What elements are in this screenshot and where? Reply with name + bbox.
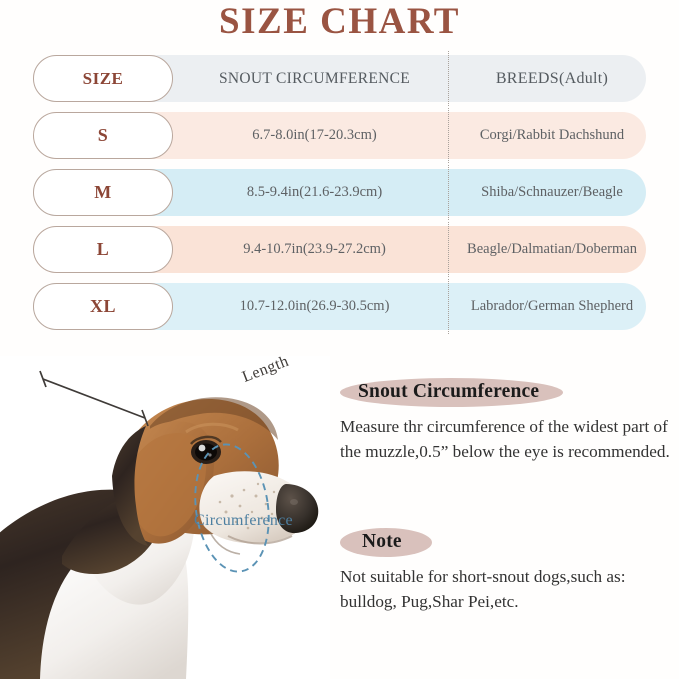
breeds-value: Labrador/German Shepherd (470, 298, 634, 314)
note-heading-text: Note (362, 531, 402, 552)
table-row: XL 10.7-12.0in(26.9-30.5cm) Labrador/Ger… (33, 279, 646, 334)
table-header-row: SIZE SNOUT CIRCUMFERENCE BREEDS(Adult) (33, 51, 646, 106)
table-row: M 8.5-9.4in(21.6-23.9cm) Shiba/Schnauzer… (33, 165, 646, 220)
header-label-snout: SNOUT CIRCUMFERENCE (218, 70, 410, 87)
circumference-annotation-label: Circumference (194, 512, 293, 529)
breeds-value: Corgi/Rabbit Dachshund (479, 127, 625, 143)
circumference-ellipse-icon (194, 443, 270, 573)
snout-circumference-section: Snout Circumference Measure thr circumfe… (340, 378, 670, 464)
column-divider (448, 222, 449, 277)
size-label: L (96, 239, 110, 259)
header-cell-snout: SNOUT CIRCUMFERENCE (181, 55, 448, 102)
table-row: L 9.4-10.7in(23.9-27.2cm) Beagle/Dalmati… (33, 222, 646, 277)
column-divider (448, 108, 449, 163)
size-label: XL (89, 296, 116, 316)
cell-size: XL (33, 283, 173, 330)
snout-value: 9.4-10.7in(23.9-27.2cm) (243, 241, 386, 257)
column-divider (448, 165, 449, 220)
header-label-size: SIZE (82, 68, 124, 88)
cell-snout: 6.7-8.0in(17-20.3cm) (181, 112, 448, 159)
cell-breeds: Shiba/Schnauzer/Beagle (458, 169, 646, 216)
snout-heading-text: Snout Circumference (358, 381, 540, 402)
page-title: SIZE CHART (219, 1, 460, 42)
size-label: M (94, 182, 112, 202)
snout-value: 8.5-9.4in(21.6-23.9cm) (246, 184, 383, 200)
cell-snout: 10.7-12.0in(26.9-30.5cm) (181, 283, 448, 330)
beagle-photo (0, 356, 330, 679)
cell-breeds: Beagle/Dalmatian/Doberman (458, 226, 646, 273)
breeds-value: Shiba/Schnauzer/Beagle (481, 184, 623, 200)
cell-size: L (33, 226, 173, 273)
cell-breeds: Corgi/Rabbit Dachshund (458, 112, 646, 159)
header-cell-breeds: BREEDS(Adult) (458, 55, 646, 102)
cell-snout: 8.5-9.4in(21.6-23.9cm) (181, 169, 448, 216)
size-chart-table: SIZE SNOUT CIRCUMFERENCE BREEDS(Adult) S… (33, 51, 646, 340)
snout-heading-pill: Snout Circumference (340, 378, 564, 407)
snout-value: 10.7-12.0in(26.9-30.5cm) (239, 298, 390, 314)
column-divider (448, 279, 449, 334)
cell-breeds: Labrador/German Shepherd (458, 283, 646, 330)
length-dimension-line-icon (39, 370, 149, 427)
snout-description-text: Measure thr circumference of the widest … (340, 417, 670, 461)
cell-size: M (33, 169, 173, 216)
size-label: S (97, 125, 109, 145)
header-label-breeds: BREEDS(Adult) (495, 70, 609, 87)
note-section: Note Not suitable for short-snout dogs,s… (340, 528, 670, 614)
dog-measurement-illustration: Length Circumference (0, 356, 330, 679)
snout-value: 6.7-8.0in(17-20.3cm) (252, 127, 377, 143)
note-description-text: Not suitable for short-snout dogs,such a… (340, 567, 626, 611)
cell-snout: 9.4-10.7in(23.9-27.2cm) (181, 226, 448, 273)
cell-size: S (33, 112, 173, 159)
header-cell-size: SIZE (33, 55, 173, 102)
breeds-value: Beagle/Dalmatian/Doberman (467, 241, 637, 257)
note-heading-pill: Note (340, 528, 432, 557)
table-row: S 6.7-8.0in(17-20.3cm) Corgi/Rabbit Dach… (33, 108, 646, 163)
column-divider (448, 51, 449, 106)
